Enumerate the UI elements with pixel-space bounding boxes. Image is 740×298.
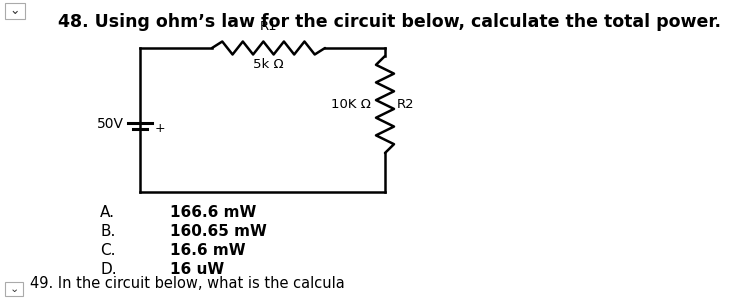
Text: B.: B. <box>100 224 115 239</box>
Bar <box>5 282 23 296</box>
Text: A.: A. <box>100 205 115 220</box>
Text: 50V: 50V <box>97 117 124 131</box>
Bar <box>5 3 25 19</box>
Text: 10K Ω: 10K Ω <box>331 98 371 111</box>
Text: +: + <box>155 122 166 136</box>
Text: D.: D. <box>100 262 117 277</box>
Text: 166.6 mW: 166.6 mW <box>170 205 256 220</box>
Text: 16 uW: 16 uW <box>170 262 224 277</box>
Text: ⌄: ⌄ <box>10 4 20 18</box>
Text: ⌄: ⌄ <box>10 284 18 294</box>
Text: 16.6 mW: 16.6 mW <box>170 243 246 258</box>
Text: R2: R2 <box>397 98 414 111</box>
Text: 48. Using ohm’s law for the circuit below, calculate the total power.: 48. Using ohm’s law for the circuit belo… <box>58 13 722 31</box>
Text: 49. In the circuit below, what is the calcula: 49. In the circuit below, what is the ca… <box>30 276 345 291</box>
Text: 5k Ω: 5k Ω <box>253 58 284 71</box>
Text: C.: C. <box>100 243 115 258</box>
Text: 160.65 mW: 160.65 mW <box>170 224 267 239</box>
Text: R1: R1 <box>260 20 278 33</box>
